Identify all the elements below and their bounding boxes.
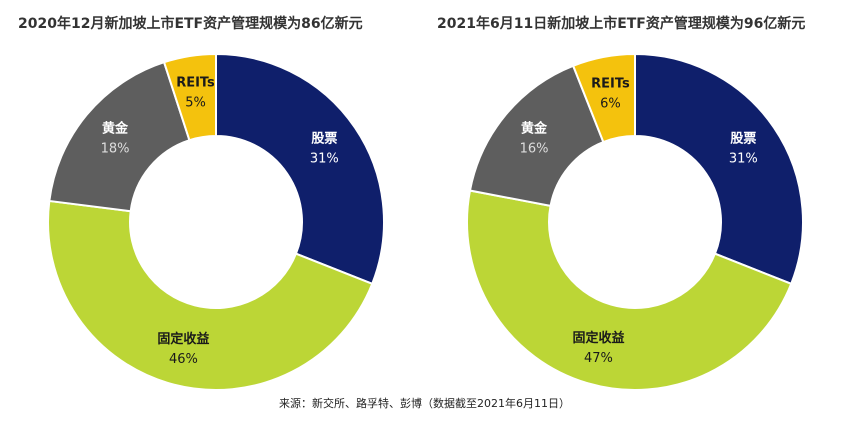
slice-value-left-2: 18% bbox=[101, 141, 130, 156]
source-note: 来源：新交所、路孚特、彭博（数据截至2021年6月11日） bbox=[279, 397, 570, 410]
slice-label-right-1: 固定收益 bbox=[572, 330, 624, 346]
slice-value-left-3: 5% bbox=[185, 96, 206, 111]
slice-value-right-3: 6% bbox=[600, 96, 621, 111]
slice-value-left-0: 31% bbox=[310, 151, 339, 166]
slice-value-left-1: 46% bbox=[169, 352, 198, 367]
slice-value-right-2: 16% bbox=[520, 141, 549, 156]
slice-label-left-0: 股票 bbox=[311, 130, 337, 146]
slice-label-left-2: 黄金 bbox=[102, 120, 129, 136]
slice-label-right-2: 黄金 bbox=[521, 120, 548, 136]
slice-label-left-1: 固定收益 bbox=[157, 331, 209, 347]
chart-title-left: 2020年12月新加坡上市ETF资产管理规模为86亿新元 bbox=[18, 16, 363, 32]
slice-right-3 bbox=[571, 52, 636, 144]
slice-left-0 bbox=[215, 52, 385, 286]
slice-label-right-0: 股票 bbox=[730, 130, 756, 146]
slice-value-right-0: 31% bbox=[729, 151, 758, 166]
slice-left-2 bbox=[48, 60, 191, 213]
slice-left-1 bbox=[47, 199, 374, 391]
chart-title-right: 2021年6月11日新加坡上市ETF资产管理规模为96亿新元 bbox=[437, 16, 806, 32]
slice-label-left-3: REITs bbox=[176, 76, 215, 91]
slice-value-right-1: 47% bbox=[584, 351, 613, 366]
slice-right-0 bbox=[634, 52, 804, 286]
slice-left-3 bbox=[162, 52, 217, 142]
slice-label-right-3: REITs bbox=[591, 76, 630, 91]
slice-right-1 bbox=[466, 189, 793, 391]
